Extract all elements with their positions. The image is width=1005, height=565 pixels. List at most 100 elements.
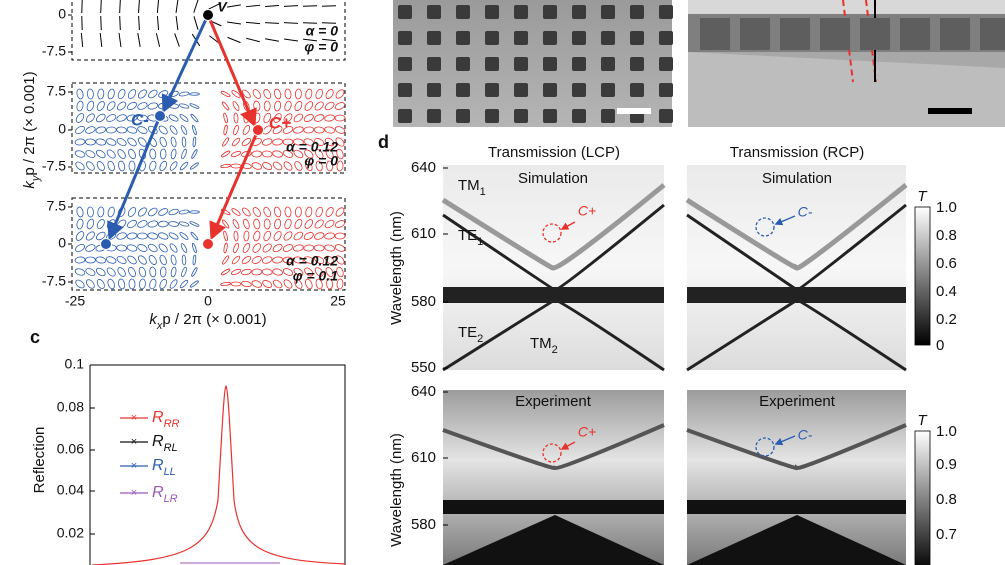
polarization-ellipse xyxy=(334,114,346,122)
y-tick-label: 0.04 xyxy=(57,482,84,498)
point xyxy=(202,9,214,21)
polarization-ellipse xyxy=(261,256,273,264)
polarization-line xyxy=(138,15,140,31)
point-label: C+ xyxy=(269,113,291,132)
hole xyxy=(398,5,412,19)
hole xyxy=(543,109,557,123)
polarization-ellipse xyxy=(170,148,177,160)
polarization-ellipse xyxy=(147,102,159,110)
polarization-line xyxy=(174,33,180,47)
polarization-ellipse xyxy=(241,268,252,276)
polarization-ellipse xyxy=(241,280,252,288)
polarization-ellipse xyxy=(178,103,190,109)
map-heading: Simulation xyxy=(762,170,832,187)
polarization-ellipse xyxy=(220,163,231,169)
pillar xyxy=(980,18,1005,50)
polarization-ellipse xyxy=(231,90,241,98)
polarization-line xyxy=(227,21,241,25)
polarization-ellipse xyxy=(282,268,294,276)
polarization-ellipse xyxy=(303,232,314,240)
hole xyxy=(543,83,557,97)
polarization-line xyxy=(265,38,279,42)
pillar xyxy=(900,18,930,50)
y-axis-label: Wavelength (nm) xyxy=(388,211,405,325)
polarization-ellipse xyxy=(314,267,324,277)
polarization-ellipse xyxy=(159,266,167,278)
polarization-ellipse xyxy=(221,101,230,111)
map-frame xyxy=(71,197,346,291)
polarization-ellipse xyxy=(159,136,167,148)
polarization-ellipse xyxy=(303,256,315,264)
polarization-ellipse xyxy=(178,221,190,227)
y-tick-label: 7.5 xyxy=(47,198,67,214)
x-tick-label: 0 xyxy=(204,293,212,309)
polarization-ellipse xyxy=(189,280,199,288)
polarization-ellipse xyxy=(149,266,157,278)
polarization-line xyxy=(155,33,161,47)
legend-label: RLL xyxy=(152,457,176,478)
polarization-ellipse xyxy=(158,243,168,253)
polarization-ellipse xyxy=(223,124,228,136)
polarization-ellipse xyxy=(334,232,346,240)
polarization-ellipse xyxy=(85,113,95,123)
hole xyxy=(572,31,586,45)
polarization-ellipse xyxy=(192,242,197,254)
polarization-ellipse xyxy=(107,88,115,100)
hole xyxy=(659,31,673,45)
polarization-line xyxy=(227,4,241,8)
polarization-ellipse xyxy=(170,254,177,266)
polarization-ellipse xyxy=(148,255,157,265)
polarization-ellipse xyxy=(262,125,272,135)
polarization-ellipse xyxy=(117,149,126,159)
x-tick-label: -25 xyxy=(65,293,85,309)
polarization-ellipse xyxy=(85,268,96,276)
polarization-ellipse xyxy=(181,254,187,266)
polarization-ellipse xyxy=(303,138,315,146)
polarization-ellipse xyxy=(272,125,283,135)
polarization-ellipse xyxy=(222,137,230,147)
polarization-ellipse xyxy=(95,138,107,146)
polarization-ellipse xyxy=(86,88,94,100)
polarization-ellipse xyxy=(168,221,179,227)
polarization-ellipse xyxy=(96,161,105,171)
polarization-ellipse xyxy=(97,88,105,100)
polarization-ellipse xyxy=(179,161,189,171)
polarization-ellipse xyxy=(231,137,241,147)
polarization-ellipse xyxy=(75,125,85,135)
hole xyxy=(630,31,644,45)
polarization-ellipse xyxy=(148,89,158,99)
polarization-ellipse xyxy=(116,101,127,111)
polarization-ellipse xyxy=(293,244,304,252)
polarization-ellipse xyxy=(242,125,251,135)
polarization-line xyxy=(246,37,260,43)
point-label: C- xyxy=(131,110,149,129)
y-tick-label: 0 xyxy=(58,121,66,137)
polarization-ellipse xyxy=(117,267,126,277)
polarization-ellipse xyxy=(230,163,242,169)
scale-bar xyxy=(928,108,972,114)
band-label: TE1 xyxy=(458,227,483,248)
hole xyxy=(601,31,615,45)
polarization-ellipse xyxy=(304,219,314,229)
polarization-ellipse xyxy=(86,218,95,230)
polarization-ellipse xyxy=(220,208,231,216)
polarization-ellipse xyxy=(168,208,179,216)
polarization-ellipse xyxy=(137,126,148,134)
legend-marker: × xyxy=(131,412,137,424)
arrow xyxy=(209,129,260,241)
y-axis-label: Reflection xyxy=(31,427,48,494)
polarization-ellipse xyxy=(138,137,147,147)
polarization-ellipse xyxy=(116,232,127,240)
polarization-ellipse xyxy=(192,254,197,266)
polarization-ellipse xyxy=(148,207,158,217)
y-axis-label: kyp / 2π (× 0.001) xyxy=(21,71,42,188)
polarization-ellipse xyxy=(230,281,242,287)
polarization-ellipse xyxy=(274,206,282,218)
polarization-ellipse xyxy=(324,219,335,229)
polarization-ellipse xyxy=(190,113,199,123)
hole xyxy=(398,109,412,123)
polarization-ellipse xyxy=(223,242,228,254)
polarization-ellipse xyxy=(191,267,198,277)
polarization-ellipse xyxy=(86,279,95,289)
hole xyxy=(543,5,557,19)
